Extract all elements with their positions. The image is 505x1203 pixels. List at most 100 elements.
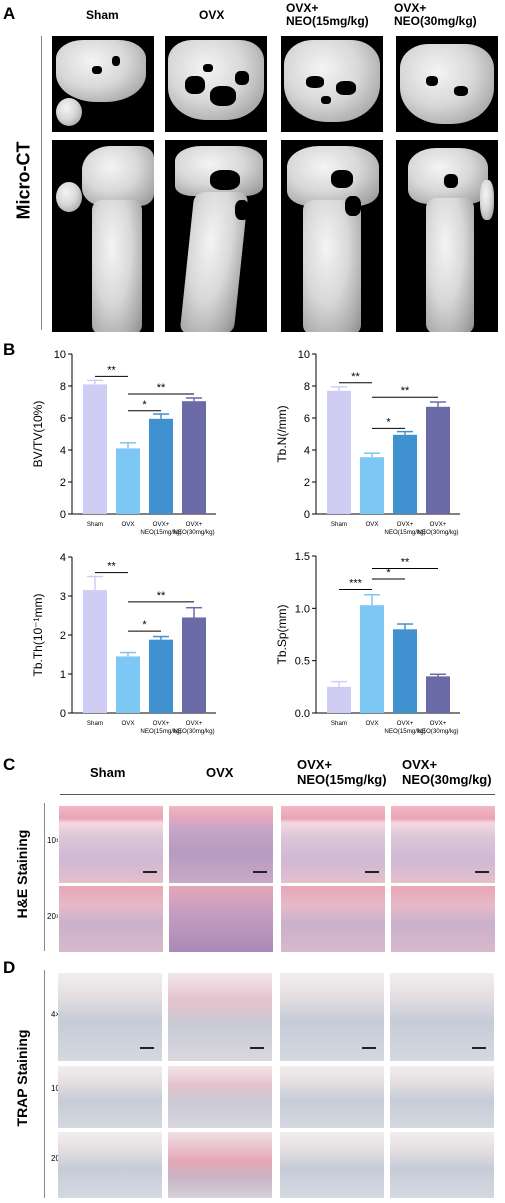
trap-image-sham-4x: [58, 973, 162, 1061]
x-tick-label: OVX+: [186, 521, 203, 528]
trap-image-neo15-10x: [280, 1066, 384, 1128]
y-tick-label: 0: [60, 509, 66, 521]
y-tick-label: 6: [60, 413, 66, 425]
trap-image-neo15-20x: [280, 1132, 384, 1198]
microct-image-neo30-bottom: [396, 140, 498, 332]
x-tick-label: OVX: [365, 521, 378, 528]
group-label-ovx-c: OVX: [206, 765, 234, 780]
trap-image-sham-20x: [58, 1132, 162, 1198]
microct-row-label: Micro-CT: [13, 141, 34, 220]
significance-label: *: [142, 619, 147, 631]
panel-label-a: A: [3, 4, 16, 23]
trap-image-ovx-4x: [168, 973, 272, 1061]
y-tick-label: 10: [298, 349, 310, 361]
y-tick-label: 4: [304, 445, 310, 457]
he-divider: [44, 803, 45, 951]
y-tick-label: 0.5: [295, 656, 310, 668]
y-tick-label: 2: [60, 630, 66, 642]
bar: [116, 448, 140, 514]
x-tick-label: OVX+: [186, 720, 203, 727]
significance-label: ***: [349, 577, 363, 589]
he-mag-20x: 20×: [47, 912, 61, 921]
x-tick-label: OVX: [121, 521, 134, 528]
significance-label: *: [386, 567, 391, 579]
y-tick-label: 3: [60, 591, 66, 603]
y-tick-label: 0.0: [295, 708, 310, 720]
bar: [182, 617, 206, 713]
significance-label: **: [107, 364, 116, 376]
bar: [393, 434, 417, 514]
group-header-line-c: [60, 794, 495, 795]
group-label-sham-c: Sham: [90, 765, 126, 780]
significance-label: **: [351, 371, 360, 383]
trap-image-neo30-20x: [390, 1132, 494, 1198]
y-tick-label: 2: [60, 477, 66, 489]
y-tick-label: 8: [304, 381, 310, 393]
y-tick-label: 1.5: [295, 551, 310, 563]
group-label-neo30-a: OVX+ NEO(30mg/kg): [394, 1, 477, 28]
y-axis-label: Tb.N(/mm): [275, 405, 289, 462]
x-tick-label: OVX+: [153, 521, 170, 528]
microct-image-neo15-top: [281, 36, 383, 132]
trap-image-sham-10x: [58, 1066, 162, 1128]
chart-tbsp: 0.00.51.01.5Tb.Sp(mm)Sham OVX OVX+NEO(15mg…: [275, 551, 460, 735]
bar: [116, 656, 140, 713]
trap-divider: [44, 970, 45, 1198]
group-label-neo30-c: OVX+ NEO(30mg/kg): [402, 757, 492, 787]
x-tick-label: NEO(30mg/kg): [417, 728, 458, 735]
y-tick-label: 1.0: [295, 603, 310, 615]
x-tick-label: NEO(15mg/kg): [384, 728, 425, 735]
y-tick-label: 8: [60, 381, 66, 393]
x-tick-label: Sham: [331, 521, 347, 528]
microct-image-neo15-bottom: [281, 140, 383, 332]
bar: [360, 605, 384, 713]
bar: [426, 406, 450, 514]
microct-image-sham-bottom: [52, 140, 154, 332]
significance-label: **: [107, 561, 116, 573]
trap-mag-20x: 20×: [51, 1154, 65, 1163]
bar: [393, 629, 417, 713]
microct-image-ovx-bottom: [165, 140, 267, 332]
panel-label-c: C: [3, 755, 16, 774]
x-tick-label: Sham: [87, 720, 103, 727]
significance-label: *: [142, 399, 147, 411]
x-tick-label: OVX+: [397, 720, 414, 727]
trap-image-ovx-20x: [168, 1132, 272, 1198]
y-tick-label: 6: [304, 413, 310, 425]
microct-divider: [41, 36, 42, 330]
bar: [426, 676, 450, 713]
trap-image-neo30-10x: [390, 1066, 494, 1128]
significance-label: *: [386, 416, 391, 428]
x-tick-label: Sham: [331, 720, 347, 727]
y-tick-label: 10: [54, 349, 66, 361]
y-tick-label: 4: [60, 445, 66, 457]
y-tick-label: 1: [60, 669, 66, 681]
he-row-label: H&E Staining: [14, 829, 30, 919]
bar: [360, 457, 384, 514]
x-tick-label: NEO(30mg/kg): [173, 529, 214, 536]
panel-label-d: D: [3, 958, 16, 977]
bar: [149, 418, 173, 514]
x-tick-label: NEO(30mg/kg): [417, 529, 458, 536]
group-label-neo15-c: OVX+ NEO(15mg/kg): [297, 757, 387, 787]
y-tick-label: 0: [60, 708, 66, 720]
group-label-sham-a: Sham: [86, 8, 119, 22]
x-tick-label: NEO(15mg/kg): [384, 529, 425, 536]
x-tick-label: NEO(15mg/kg): [140, 728, 181, 735]
he-image-neo15-20x: [280, 885, 386, 953]
x-tick-label: OVX+: [430, 521, 447, 528]
x-tick-label: OVX+: [430, 720, 447, 727]
x-tick-label: NEO(15mg/kg): [140, 529, 181, 536]
he-image-ovx-10x: [168, 805, 274, 884]
he-image-sham-20x: [58, 885, 164, 953]
significance-label: **: [157, 590, 166, 602]
trap-row-label: TRAP Staining: [14, 1029, 30, 1127]
trap-image-ovx-10x: [168, 1066, 272, 1128]
he-image-neo30-10x: [390, 805, 496, 884]
trap-image-neo30-4x: [390, 973, 494, 1061]
y-tick-label: 2: [304, 477, 310, 489]
significance-label: **: [401, 557, 410, 569]
he-mag-10x: 10×: [47, 836, 61, 845]
